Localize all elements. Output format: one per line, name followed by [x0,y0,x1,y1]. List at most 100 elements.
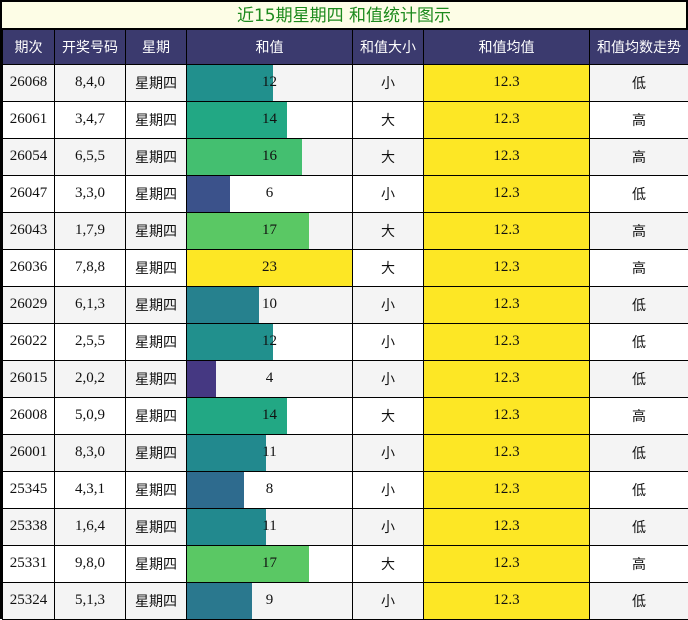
period-cell: 26001 [3,434,55,471]
sum-bar [187,324,273,360]
avg-cell: 12.3 [424,286,590,323]
weekday-cell: 星期四 [126,434,187,471]
weekday-cell: 星期四 [126,582,187,619]
avg-cell: 12.3 [424,101,590,138]
trend-cell: 低 [590,434,688,471]
sum-bar [187,583,252,619]
sum-bar [187,139,302,175]
sum-cell: 14 [187,101,353,138]
avg-cell: 12.3 [424,323,590,360]
sum-value: 23 [262,259,277,275]
avg-cell: 12.3 [424,471,590,508]
trend-cell: 高 [590,212,688,249]
header-period: 期次 [3,30,55,64]
sum-bar [187,176,230,212]
sum-bar [187,509,266,545]
numbers-cell: 5,0,9 [55,397,126,434]
sum-value: 14 [262,111,277,127]
header-trend: 和值均数走势 [590,30,688,64]
avg-cell: 12.3 [424,508,590,545]
avg-cell: 12.3 [424,545,590,582]
size-cell: 大 [353,101,424,138]
sum-cell: 14 [187,397,353,434]
period-cell: 25324 [3,582,55,619]
sum-value: 4 [266,370,274,386]
numbers-cell: 3,3,0 [55,175,126,212]
sum-cell: 12 [187,64,353,101]
trend-cell: 低 [590,323,688,360]
header-weekday: 星期 [126,30,187,64]
numbers-cell: 1,6,4 [55,508,126,545]
avg-cell: 12.3 [424,582,590,619]
avg-cell: 12.3 [424,434,590,471]
sum-cell: 8 [187,471,353,508]
sum-cell: 23 [187,249,353,286]
numbers-cell: 2,0,2 [55,360,126,397]
header-avg: 和值均值 [424,30,590,64]
size-cell: 小 [353,360,424,397]
sum-cell: 11 [187,434,353,471]
trend-cell: 高 [590,249,688,286]
avg-cell: 12.3 [424,212,590,249]
period-cell: 26068 [3,64,55,101]
weekday-cell: 星期四 [126,508,187,545]
numbers-cell: 4,3,1 [55,471,126,508]
sum-bar [187,65,273,101]
sum-value: 16 [262,148,277,164]
size-cell: 大 [353,212,424,249]
sum-cell: 9 [187,582,353,619]
trend-cell: 低 [590,286,688,323]
numbers-cell: 8,3,0 [55,434,126,471]
size-cell: 小 [353,508,424,545]
period-cell: 26043 [3,212,55,249]
size-cell: 大 [353,545,424,582]
numbers-cell: 8,4,0 [55,64,126,101]
size-cell: 小 [353,175,424,212]
trend-cell: 高 [590,397,688,434]
weekday-cell: 星期四 [126,101,187,138]
trend-cell: 高 [590,101,688,138]
trend-cell: 高 [590,138,688,175]
numbers-cell: 6,1,3 [55,286,126,323]
avg-cell: 12.3 [424,249,590,286]
numbers-cell: 9,8,0 [55,545,126,582]
header-numbers: 开奖号码 [55,30,126,64]
size-cell: 小 [353,582,424,619]
sum-cell: 17 [187,212,353,249]
period-cell: 26054 [3,138,55,175]
chart-title: 近15期星期四 和值统计图示 [2,2,686,30]
sum-value: 9 [266,592,274,608]
size-cell: 小 [353,434,424,471]
sum-value: 14 [262,407,277,423]
header-sum: 和值 [187,30,353,64]
sum-bar [187,546,309,582]
weekday-cell: 星期四 [126,545,187,582]
size-cell: 小 [353,323,424,360]
weekday-cell: 星期四 [126,249,187,286]
numbers-cell: 1,7,9 [55,212,126,249]
sum-bar [187,435,266,471]
size-cell: 大 [353,397,424,434]
sum-value: 6 [266,185,274,201]
size-cell: 小 [353,286,424,323]
period-cell: 26036 [3,249,55,286]
sum-value: 17 [262,555,277,571]
numbers-cell: 3,4,7 [55,101,126,138]
sum-cell: 12 [187,323,353,360]
sum-cell: 6 [187,175,353,212]
avg-cell: 12.3 [424,397,590,434]
period-cell: 26047 [3,175,55,212]
sum-cell: 4 [187,360,353,397]
